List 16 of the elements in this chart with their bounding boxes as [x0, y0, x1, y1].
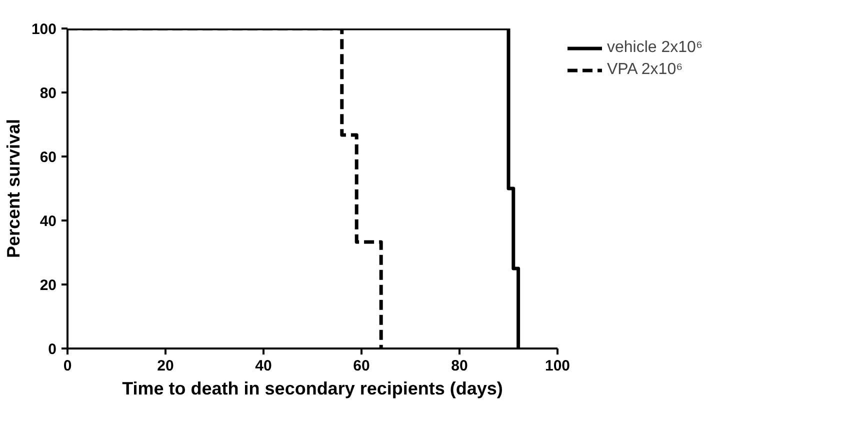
y-axis-title: Percent survival [3, 118, 24, 258]
y-tick-label: 80 [40, 85, 57, 102]
x-axis-title: Time to death in secondary recipients (days) [122, 378, 503, 398]
y-tick-label: 20 [40, 277, 57, 294]
x-tick-label: 60 [353, 358, 370, 374]
x-tick-label: 20 [157, 358, 174, 374]
x-tick-label: 0 [63, 358, 72, 374]
y-tick-label: 40 [40, 213, 57, 230]
y-tick-label: 60 [40, 149, 57, 166]
legend-label: vehicle 2x10⁶ [607, 39, 703, 57]
y-tick-label: 100 [31, 21, 57, 38]
legend-label: VPA 2x10⁶ [607, 61, 683, 79]
x-tick-label: 40 [255, 358, 272, 374]
x-tick-label: 100 [544, 358, 570, 374]
x-tick-label: 80 [451, 358, 468, 374]
y-tick-label: 0 [48, 341, 56, 358]
